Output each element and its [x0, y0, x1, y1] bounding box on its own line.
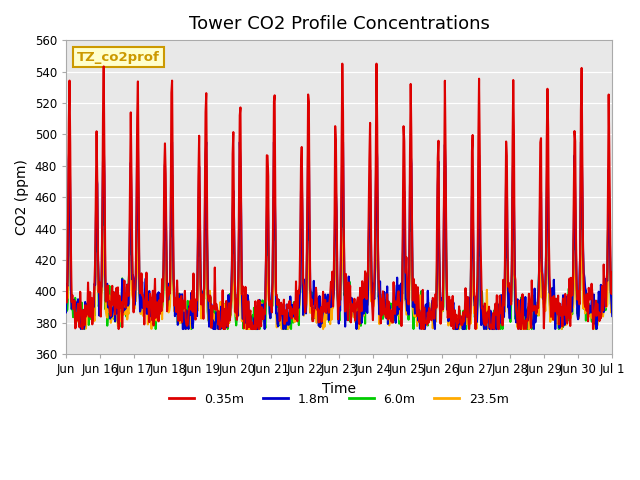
Y-axis label: CO2 (ppm): CO2 (ppm) [15, 159, 29, 235]
Title: Tower CO2 Profile Concentrations: Tower CO2 Profile Concentrations [189, 15, 490, 33]
Text: TZ_co2prof: TZ_co2prof [77, 50, 160, 63]
Legend: 0.35m, 1.8m, 6.0m, 23.5m: 0.35m, 1.8m, 6.0m, 23.5m [164, 388, 514, 411]
X-axis label: Time: Time [322, 382, 356, 396]
